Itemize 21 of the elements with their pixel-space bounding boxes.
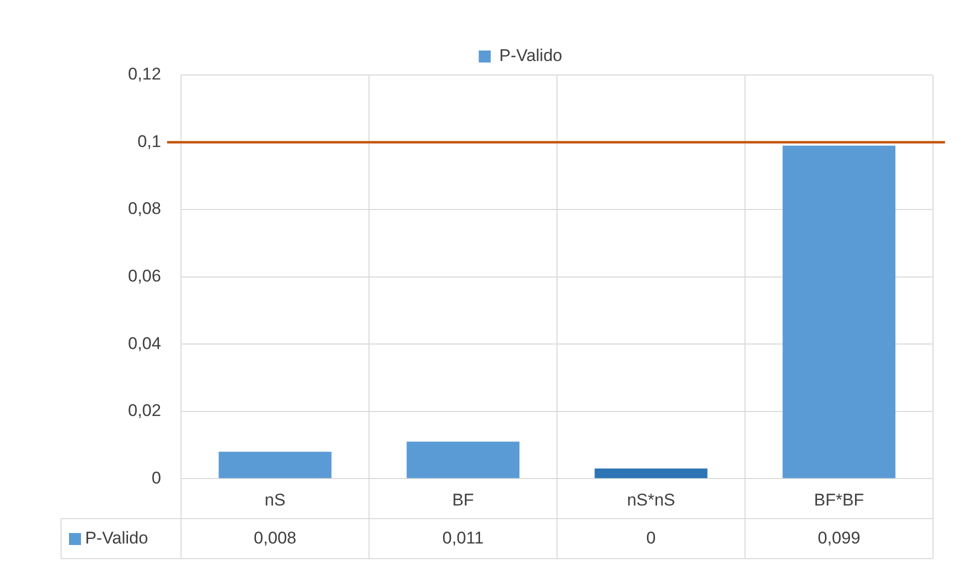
bar (594, 468, 708, 478)
x-tick-label: nS (264, 490, 286, 510)
bar (218, 452, 332, 478)
x-tick-label: nS*nS (626, 490, 676, 510)
x-tick-label: BF (452, 490, 474, 510)
data-label: 0 (646, 528, 656, 548)
x-tick-label: BF*BF (814, 490, 864, 510)
data-label: 0,011 (442, 528, 484, 548)
y-tick-label: 0,1 (137, 132, 162, 151)
y-tick-label: 0,12 (128, 64, 162, 84)
legend-label: P-Valido (499, 46, 562, 66)
y-tick-label: 0,08 (128, 199, 162, 218)
y-tick-label: 0,04 (128, 334, 162, 353)
text: P-Valido (85, 528, 148, 548)
bar (406, 442, 520, 478)
y-tick-label: 0,06 (128, 266, 162, 286)
data-label: 0,008 (254, 528, 296, 548)
bar (782, 146, 896, 478)
y-tick-label: 0 (152, 468, 162, 488)
data-label: 0,099 (818, 528, 860, 548)
y-tick-label: 0,02 (128, 401, 162, 420)
